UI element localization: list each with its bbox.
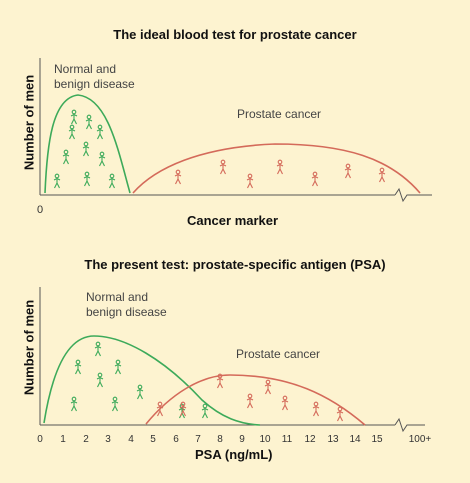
person-figure-icon [344, 163, 352, 179]
person-figure-icon [216, 373, 224, 389]
panel2-normal-label-line1: Normal and [86, 290, 149, 304]
person-figure-icon [74, 359, 82, 375]
person-figure-icon [246, 393, 254, 409]
panel2-tick-label: 5 [150, 434, 156, 445]
panel2-ticks: 0 1 2 3 4 5 6 7 8 9 10 11 12 13 14 15 100+ [37, 434, 431, 445]
person-figure-icon [85, 114, 93, 130]
panel2-tick-label: 6 [173, 434, 179, 445]
person-figure-icon [70, 396, 78, 412]
panel2-tick-label: 15 [371, 434, 383, 445]
person-figure-icon [96, 372, 104, 388]
person-figure-icon [53, 173, 61, 189]
panel2-normal-label-line2: benign disease [86, 305, 167, 319]
panel2-normal-label: Normal and benign disease [86, 290, 167, 320]
person-figure-icon [219, 159, 227, 175]
panel1-axes [39, 58, 432, 196]
person-figure-icon [96, 124, 104, 140]
person-figure-icon [136, 384, 144, 400]
person-figure-icon [378, 167, 386, 183]
person-figure-icon [82, 141, 90, 157]
person-figure-icon [156, 401, 164, 417]
person-figure-icon [311, 171, 319, 187]
person-figure-icon [336, 406, 344, 422]
panel1-x-axis-label: Cancer marker [187, 213, 279, 228]
person-figure-icon [312, 401, 320, 417]
panel2-tick-label: 7 [195, 434, 201, 445]
panel1-title: The ideal blood test for prostate cancer [113, 27, 357, 42]
axis-break-icon [394, 187, 410, 203]
panel1-normal-label-line1: Normal and [54, 62, 117, 76]
person-figure-icon [174, 169, 182, 185]
panel1-normal-label: Normal and benign disease [54, 62, 135, 92]
panel2-tick-label: 14 [349, 434, 361, 445]
person-figure-icon [62, 149, 70, 165]
panel2-tick-label: 100+ [409, 434, 432, 445]
person-figures [53, 109, 386, 422]
person-figure-icon [281, 395, 289, 411]
panel2-cancer-label: Prostate cancer [236, 347, 321, 361]
person-figure-icon [83, 171, 91, 187]
person-figure-icon [178, 403, 186, 419]
panel2-x-axis-label: PSA (ng/mL) [195, 447, 273, 462]
person-figure-icon [68, 124, 76, 140]
panel2-title: The present test: prostate-specific anti… [84, 257, 386, 272]
person-figure-icon [98, 151, 106, 167]
person-figure-icon [111, 396, 119, 412]
person-figure-icon [70, 109, 78, 125]
person-figure-icon [179, 401, 187, 417]
person-figure-icon [114, 359, 122, 375]
panel1-zero-label: 0 [37, 204, 44, 216]
panel2-cancer-curve [145, 374, 366, 426]
panel2-tick-label: 12 [304, 434, 316, 445]
person-figure-icon [108, 173, 116, 189]
panel2-tick-label: 9 [239, 434, 245, 445]
panel2-tick-label: 1 [60, 434, 66, 445]
panel1-normal-label-line2: benign disease [54, 77, 135, 91]
panel2-tick-label: 4 [128, 434, 134, 445]
panel2-tick-label: 8 [217, 434, 223, 445]
person-figure-icon [94, 341, 102, 357]
panel1-normal-curve [44, 94, 131, 194]
panel1-cancer-label: Prostate cancer [237, 107, 322, 121]
panel2-tick-label: 13 [327, 434, 339, 445]
panel2-tick-label: 3 [105, 434, 111, 445]
panel2-normal-curve [43, 335, 261, 426]
person-figure-icon [264, 379, 272, 395]
panel1-cancer-curve [132, 143, 421, 194]
panel2-tick-label: 0 [37, 434, 43, 445]
person-figure-icon [201, 403, 209, 419]
panel2-axes [39, 287, 425, 426]
axis-break-icon [394, 417, 410, 433]
person-figure-icon [276, 159, 284, 175]
panel2-tick-label: 10 [259, 434, 271, 445]
person-figure-icon [246, 173, 254, 189]
panel2-tick-label: 11 [282, 434, 293, 445]
panel2-tick-label: 2 [83, 434, 89, 445]
